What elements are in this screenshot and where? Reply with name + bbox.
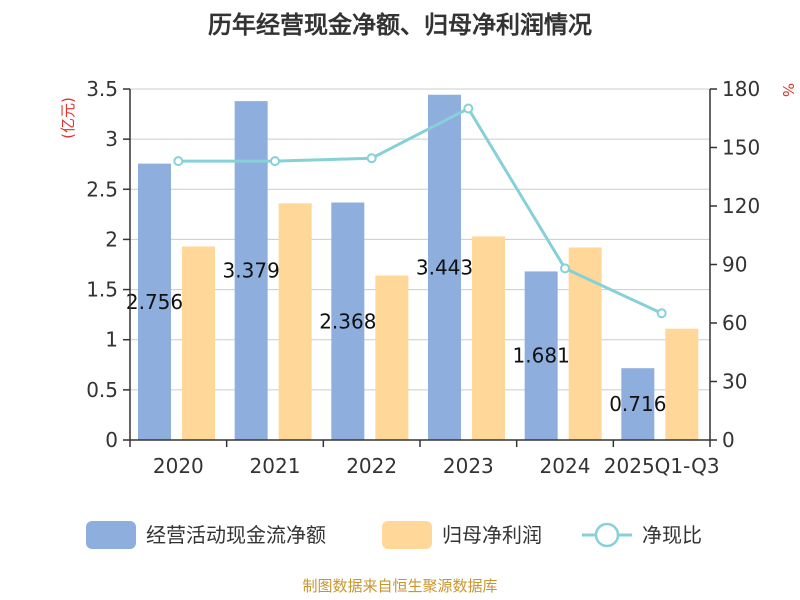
ratio-point — [173, 156, 184, 167]
data-labels: 2.756 3.379 2.368 3.443 1.681 0.716 — [126, 255, 667, 416]
ratio-point — [656, 308, 667, 319]
ratio-point — [270, 156, 280, 167]
bar-data-label: 0.716 — [609, 392, 666, 416]
x-tick-label: 2023 — [443, 454, 494, 478]
legend-line-marker — [594, 522, 620, 548]
left-axis-unit: (亿元) — [59, 97, 77, 139]
legend-swatch — [382, 521, 432, 549]
ratio-point — [463, 103, 474, 114]
legend: 经营活动现金流净额 归母净利润 净现比 — [86, 521, 702, 549]
ratio-point — [560, 263, 570, 274]
legend-swatch — [86, 521, 136, 549]
left-tick-label: 2.5 — [86, 177, 118, 201]
right-tick-label: 120 — [722, 194, 760, 218]
left-tick-label: 1.5 — [86, 278, 118, 302]
legend-label: 归母净利润 — [442, 523, 542, 547]
bar-net-profit — [375, 275, 409, 440]
right-tick-label: 0 — [722, 428, 735, 452]
right-tick-label: 180 — [722, 77, 760, 101]
left-tick-label: 0 — [105, 428, 118, 452]
gridlines — [130, 88, 710, 391]
bar-data-label: 3.379 — [223, 259, 280, 283]
ratio-line — [173, 103, 667, 319]
chart-title: 历年经营现金净额、归母净利润情况 — [208, 11, 592, 39]
bar-net-profit — [278, 203, 312, 440]
left-tick-label: 0.5 — [86, 378, 118, 402]
x-tick-label: 2025Q1-Q3 — [604, 454, 720, 478]
axes: 0 0.5 1 1.5 2 2.5 3 3.5 0 30 60 90 120 150 180 2020 2021… — [86, 77, 760, 478]
right-tick-label: 30 — [722, 370, 747, 394]
x-tick-label: 2022 — [346, 454, 397, 478]
bar-operating-cash-flow — [138, 163, 171, 441]
bar-operating-cash-flow — [621, 368, 655, 440]
left-tick-label: 2 — [105, 227, 118, 251]
bar-net-profit — [665, 328, 699, 440]
bar-data-label: 2.756 — [126, 290, 183, 314]
bar-operating-cash-flow — [428, 94, 461, 441]
x-tick-label: 2020 — [153, 454, 204, 478]
x-tick-label: 2024 — [540, 454, 591, 478]
bar-operating-cash-flow — [331, 202, 365, 440]
bar-net-profit — [568, 247, 602, 440]
bar-net-profit — [182, 246, 215, 440]
bar-net-profit — [472, 236, 505, 440]
bar-operating-cash-flow — [234, 101, 268, 440]
legend-label: 净现比 — [642, 523, 702, 547]
ratio-point — [366, 153, 377, 164]
legend-label: 经营活动现金流净额 — [146, 523, 326, 547]
bar-data-label: 2.368 — [319, 309, 376, 333]
ratio-line-path — [178, 106, 663, 315]
right-tick-label: 150 — [722, 136, 760, 160]
right-axis-unit: % — [779, 83, 797, 97]
right-tick-label: 60 — [722, 311, 747, 335]
source-note: 制图数据来自恒生聚源数据库 — [302, 577, 497, 595]
bars — [138, 94, 699, 441]
bar-data-label: 1.681 — [513, 344, 570, 368]
right-tick-label: 90 — [722, 253, 747, 277]
bar-data-label: 3.443 — [416, 255, 473, 279]
left-tick-label: 3 — [105, 127, 118, 151]
left-tick-label: 1 — [105, 328, 118, 352]
x-tick-label: 2021 — [250, 454, 301, 478]
bar-operating-cash-flow — [524, 271, 558, 440]
left-tick-label: 3.5 — [86, 77, 118, 101]
